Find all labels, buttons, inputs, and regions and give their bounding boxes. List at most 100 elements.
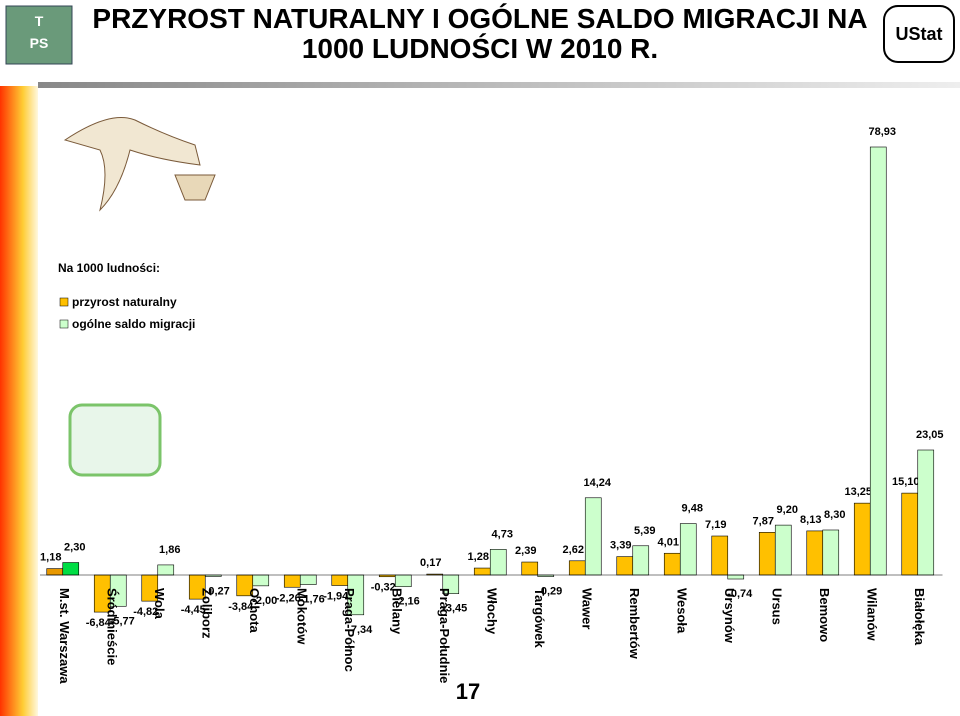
bar [394, 574, 412, 588]
side-band [0, 86, 38, 716]
bar [331, 574, 349, 586]
stork-illustration [63, 117, 201, 212]
value-label: 1,28 [468, 551, 489, 563]
bar [853, 502, 871, 576]
x-tick-label: Wawer [579, 588, 594, 629]
logo-left-text: T [35, 13, 44, 29]
value-label: -0,74 [727, 588, 753, 600]
x-tick-label: Włochy [484, 588, 499, 635]
bar [283, 574, 301, 588]
value-label: 1,18 [40, 552, 61, 564]
page-number: 17 [456, 679, 480, 704]
value-label: 7,87 [753, 515, 774, 527]
legend-label: przyrost naturalny [72, 295, 177, 309]
value-label: 13,25 [844, 486, 872, 498]
value-label: 2,39 [515, 545, 536, 557]
logo-right [883, 5, 955, 63]
bar [252, 574, 270, 587]
bar [758, 532, 776, 576]
value-label: 8,30 [824, 509, 845, 521]
value-label: -6,84 [86, 617, 112, 629]
value-label: -0,32 [371, 582, 396, 594]
value-label: -3,84 [228, 601, 254, 613]
bar [806, 530, 824, 576]
bar [679, 523, 697, 576]
value-label: -3,45 [442, 603, 467, 615]
x-tick-label: Ursynów [722, 588, 737, 644]
x-tick-label: Praga-Południe [437, 588, 452, 683]
x-tick-label: Praga-Północ [342, 588, 357, 672]
bar [157, 564, 175, 576]
logo-left-text: PS [30, 35, 49, 51]
x-tick-label: Rembertów [627, 588, 642, 660]
value-label: -5,77 [110, 615, 135, 627]
value-label: -4,45 [181, 604, 206, 616]
legend-label: ogólne saldo migracji [72, 317, 195, 331]
bar [663, 552, 681, 576]
bar [632, 545, 650, 576]
value-label: 8,13 [800, 514, 821, 526]
x-tick-label: Targówek [532, 588, 547, 648]
x-tick-label: M.st. Warszawa [57, 588, 72, 684]
value-label: 1,86 [159, 544, 180, 556]
x-tick-label: Wilanów [864, 588, 879, 641]
bar [46, 568, 64, 576]
bar [584, 497, 602, 576]
x-tick-label: Białołęka [912, 588, 927, 646]
x-tick-label: Ursus [769, 588, 784, 625]
bar [917, 449, 935, 576]
title: PRZYROST NATURALNY I OGÓLNE SALDO MIGRAC… [92, 3, 868, 64]
value-label: 2,62 [563, 544, 584, 556]
value-label: -2,00 [252, 595, 277, 607]
value-label: 4,01 [658, 536, 679, 548]
x-tick-label: Bemowo [817, 588, 832, 642]
value-label: -4,82 [133, 606, 158, 618]
value-label: 7,19 [705, 519, 726, 531]
bar [616, 556, 634, 576]
value-label: 9,48 [682, 503, 703, 515]
x-tick-label: Żoliborz [199, 588, 214, 639]
value-label: 15,10 [892, 476, 920, 488]
x-tick-label: Ochota [247, 588, 262, 634]
value-label: 3,39 [610, 540, 631, 552]
logo-right-text: UStat [895, 24, 942, 44]
bar [901, 492, 919, 576]
x-tick-label: Wola [152, 588, 167, 620]
suitcase-illustration [68, 403, 162, 477]
bar [711, 535, 729, 576]
bar [473, 567, 491, 576]
bar [727, 574, 745, 580]
bar [568, 560, 586, 576]
value-label: -1,94 [323, 591, 349, 603]
bar [62, 562, 80, 576]
value-label: -0,29 [537, 586, 562, 598]
value-label: 23,05 [916, 429, 944, 441]
top-band [38, 82, 960, 88]
value-label: 4,73 [492, 528, 513, 540]
bar [822, 529, 840, 576]
value-label: -2,16 [395, 596, 420, 608]
value-label: 9,20 [777, 504, 798, 516]
bar [521, 561, 539, 576]
x-tick-label: Śródmieście [104, 588, 119, 665]
value-label: -0,27 [205, 585, 230, 597]
bar [869, 146, 887, 576]
x-tick-label: Wesoła [674, 588, 689, 634]
value-label: 2,30 [64, 542, 85, 554]
value-label: -7,34 [347, 624, 373, 636]
bundle-illustration [174, 174, 216, 201]
legend-swatch [59, 297, 69, 307]
value-label: 5,39 [634, 525, 655, 537]
value-label: 14,24 [583, 477, 611, 489]
value-label: 78,93 [868, 126, 896, 138]
x-tick-label: Bielany [389, 588, 404, 635]
x-tick-label: Mokotów [294, 588, 309, 645]
value-label: -2,26 [276, 592, 301, 604]
logo-left [5, 5, 73, 65]
bar [774, 524, 792, 576]
bar [489, 549, 507, 576]
value-label: -1,76 [300, 594, 325, 606]
value-label: 0,17 [420, 557, 441, 569]
